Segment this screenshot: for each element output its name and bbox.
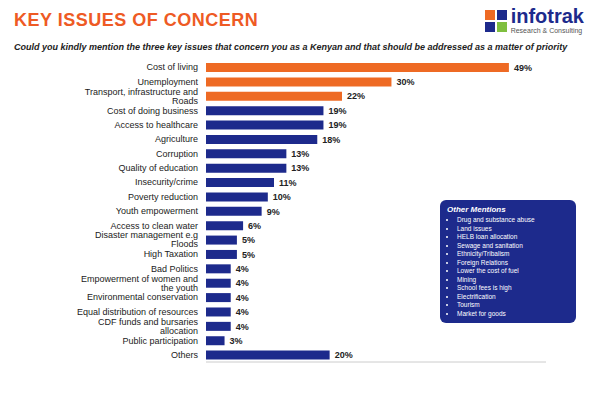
html-text:School fees is high: School fees is high [457,284,512,291]
html-text:Foreign Relations: Foreign Relations [457,258,508,266]
svg-text:Disaster management e.gFloods: Disaster management e.gFloods [95,230,199,249]
svg-text:Poverty reduction: Poverty reduction [128,192,198,202]
svg-text:Access to healthcare: Access to healthcare [114,120,198,130]
svg-text:Access to clean water: Access to clean water [110,221,198,231]
html-text:Drug and substance abuse: Drug and substance abuse [457,216,535,223]
html-text:infotrak: infotrak [510,5,584,27]
svg-text:Insecurity/crime: Insecurity/crime [135,177,198,187]
svg-text:Unemployment: Unemployment [137,77,198,87]
html-text:Lower the cost of fuel: Lower the cost of fuel [457,267,519,274]
svg-text:High Taxation: High Taxation [144,249,198,259]
svg-text:30%: 30% [396,77,414,87]
html-text:Land issues: Land issues [457,224,492,232]
svg-text:9%: 9% [267,207,280,217]
svg-text:Transport, infrastructure andR: Transport, infrastructure andRoads [85,87,199,106]
svg-text:Quality of education: Quality of education [118,163,198,173]
html-text:Mining: Mining [457,275,477,283]
svg-text:4%: 4% [236,293,249,303]
svg-text:Agriculture: Agriculture [155,134,198,144]
html-text:Could you kindly mention the t: Could you kindly mention the three key i… [14,42,568,52]
svg-text:13%: 13% [291,163,309,173]
svg-text:6%: 6% [248,221,261,231]
html-text:Electrification: Electrification [457,292,496,300]
svg-text:Corruption: Corruption [156,149,198,159]
html-text:Sewage and sanitation: Sewage and sanitation [457,241,523,249]
svg-text:CDF funds and bursariesallocat: CDF funds and bursariesallocation [98,317,199,336]
svg-text:4%: 4% [236,278,249,288]
html-text:HELB loan allocation: HELB loan allocation [457,233,518,240]
svg-text:22%: 22% [347,91,365,101]
svg-text:19%: 19% [328,120,346,130]
html-text:Tourism: Tourism [457,301,480,308]
svg-text:Empowerment of women andthe yo: Empowerment of women andthe youth [81,274,198,293]
html-text:Market for goods: Market for goods [457,309,506,317]
svg-text:Equal distribution of resource: Equal distribution of resources [77,307,199,317]
svg-text:49%: 49% [514,63,532,73]
html-text:Ethnicity/Tribalism: Ethnicity/Tribalism [457,250,510,257]
svg-text:Public participation: Public participation [122,336,198,346]
svg-text:13%: 13% [291,149,309,159]
svg-text:3%: 3% [230,336,243,346]
svg-text:20%: 20% [335,350,353,360]
svg-text:Others: Others [171,350,199,360]
svg-text:4%: 4% [236,322,249,332]
svg-text:10%: 10% [273,192,291,202]
svg-text:Environmental conservation: Environmental conservation [87,292,198,302]
svg-text:Youth empowerment: Youth empowerment [116,206,199,216]
svg-text:Cost of living: Cost of living [146,62,198,72]
svg-text:19%: 19% [328,106,346,116]
html-text:Other Mentions: Other Mentions [447,205,506,214]
svg-text:5%: 5% [242,250,255,260]
svg-text:Cost of doing business: Cost of doing business [107,106,199,116]
svg-text:18%: 18% [322,135,340,145]
html-text:KEY ISSUES OF CONCERN: KEY ISSUES OF CONCERN [14,10,259,30]
svg-text:Bad Politics: Bad Politics [151,264,199,274]
svg-text:4%: 4% [236,307,249,317]
svg-text:5%: 5% [242,235,255,245]
svg-text:11%: 11% [279,178,297,188]
html-text:Research & Consulting: Research & Consulting [510,27,583,34]
svg-text:4%: 4% [236,264,249,274]
